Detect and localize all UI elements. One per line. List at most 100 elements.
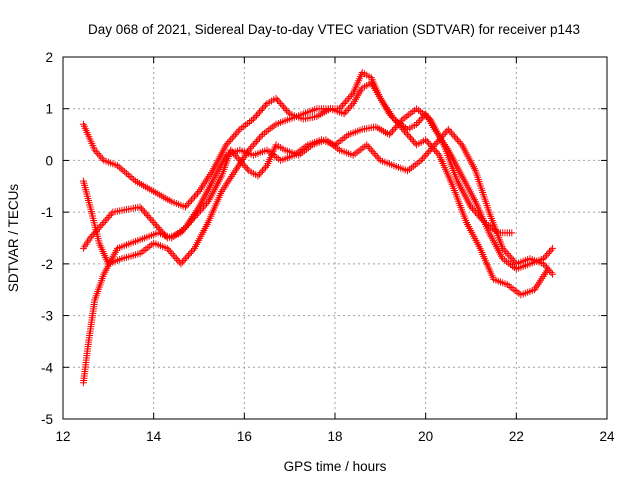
data-point bbox=[95, 224, 103, 232]
y-tick-label: -5 bbox=[41, 412, 53, 427]
data-point-trail bbox=[187, 196, 195, 204]
data-point-trail bbox=[541, 262, 549, 270]
data-point bbox=[163, 244, 171, 252]
data-point-trail bbox=[425, 148, 433, 156]
data-point bbox=[481, 218, 489, 226]
data-point-trail bbox=[189, 215, 197, 223]
data-point bbox=[485, 208, 493, 216]
data-point-trail bbox=[195, 208, 203, 216]
data-point-trail bbox=[162, 232, 170, 240]
data-point-trail bbox=[231, 131, 239, 139]
data-point bbox=[150, 187, 158, 195]
data-point-trail bbox=[420, 153, 428, 161]
data-point bbox=[286, 115, 294, 123]
data-point-trail bbox=[128, 174, 136, 182]
data-point-trail bbox=[89, 231, 97, 239]
data-point bbox=[336, 146, 344, 154]
data-point bbox=[181, 203, 189, 211]
data-point-trail bbox=[187, 248, 195, 256]
data-point-trail bbox=[234, 155, 242, 163]
x-axis-label: GPS time / hours bbox=[284, 459, 387, 474]
data-point-trail bbox=[348, 91, 356, 99]
data-point-trail bbox=[422, 151, 430, 159]
data-point-trail bbox=[366, 144, 374, 152]
data-point bbox=[413, 141, 421, 149]
data-point bbox=[503, 281, 511, 289]
data-point-trail bbox=[231, 151, 239, 159]
data-point bbox=[84, 131, 92, 139]
data-point bbox=[453, 177, 461, 185]
data-point bbox=[358, 84, 366, 92]
data-point-trail bbox=[414, 119, 422, 127]
data-point bbox=[404, 131, 412, 139]
data-point-trail bbox=[456, 139, 464, 147]
data-point bbox=[322, 136, 330, 144]
data-point-trail bbox=[396, 119, 404, 127]
data-point-trail bbox=[156, 225, 164, 233]
data-point bbox=[263, 100, 271, 108]
data-point-trail bbox=[449, 131, 457, 139]
data-point-trail bbox=[509, 256, 517, 264]
data-point bbox=[462, 218, 470, 226]
data-point bbox=[349, 89, 357, 97]
data-point-trail bbox=[251, 113, 259, 121]
data-point bbox=[236, 125, 244, 133]
data-point-trail bbox=[437, 134, 445, 142]
data-point bbox=[458, 141, 466, 149]
data-point-trail bbox=[434, 150, 442, 158]
data-point bbox=[190, 213, 198, 221]
data-point bbox=[150, 218, 158, 226]
data-point bbox=[540, 260, 548, 268]
data-point-trail bbox=[339, 101, 347, 109]
data-point-trail bbox=[410, 137, 418, 145]
data-point-trail bbox=[254, 136, 262, 144]
data-point bbox=[195, 187, 203, 195]
data-point-trail bbox=[98, 155, 106, 163]
data-point-trail bbox=[373, 153, 381, 161]
data-point bbox=[218, 172, 226, 180]
data-point-trail bbox=[391, 117, 399, 125]
data-point-trail bbox=[243, 165, 251, 173]
data-point-trail bbox=[165, 246, 173, 254]
data-point bbox=[313, 112, 321, 120]
data-point-trail bbox=[174, 256, 182, 264]
data-point-trail bbox=[476, 213, 484, 221]
data-marks bbox=[79, 69, 557, 387]
data-point-trail bbox=[402, 129, 410, 137]
x-tick-label: 12 bbox=[55, 429, 70, 444]
data-point-trail bbox=[417, 115, 425, 123]
data-point-trail bbox=[192, 212, 200, 220]
data-point-trail bbox=[475, 212, 483, 220]
data-point-trail bbox=[375, 155, 383, 163]
data-point-trail bbox=[234, 127, 242, 135]
data-point-trail bbox=[337, 103, 345, 111]
data-point bbox=[399, 115, 407, 123]
data-point bbox=[249, 115, 257, 123]
data-point bbox=[372, 123, 380, 131]
data-point bbox=[263, 146, 271, 154]
x-tick-label: 22 bbox=[509, 429, 524, 444]
data-point bbox=[390, 162, 398, 170]
data-point-trail bbox=[450, 132, 458, 140]
data-point bbox=[190, 244, 198, 252]
data-point bbox=[367, 79, 375, 87]
data-point-trail bbox=[168, 250, 176, 258]
data-point-trail bbox=[434, 137, 442, 145]
data-point-trail bbox=[227, 136, 235, 144]
data-point bbox=[340, 110, 348, 118]
data-point bbox=[417, 156, 425, 164]
data-point-trail bbox=[94, 150, 102, 158]
data-point bbox=[163, 234, 171, 242]
data-point-trail bbox=[446, 127, 454, 135]
data-point-trail bbox=[345, 105, 353, 113]
data-point-trail bbox=[169, 251, 177, 259]
data-point-trail bbox=[387, 112, 395, 120]
data-point-trail bbox=[543, 263, 551, 271]
x-tick-label: 24 bbox=[599, 429, 615, 444]
data-point-trail bbox=[372, 151, 380, 159]
data-point-trail bbox=[184, 251, 192, 259]
data-point-trail bbox=[237, 158, 245, 166]
data-point-trail bbox=[455, 137, 463, 145]
data-point-trail bbox=[180, 225, 188, 233]
